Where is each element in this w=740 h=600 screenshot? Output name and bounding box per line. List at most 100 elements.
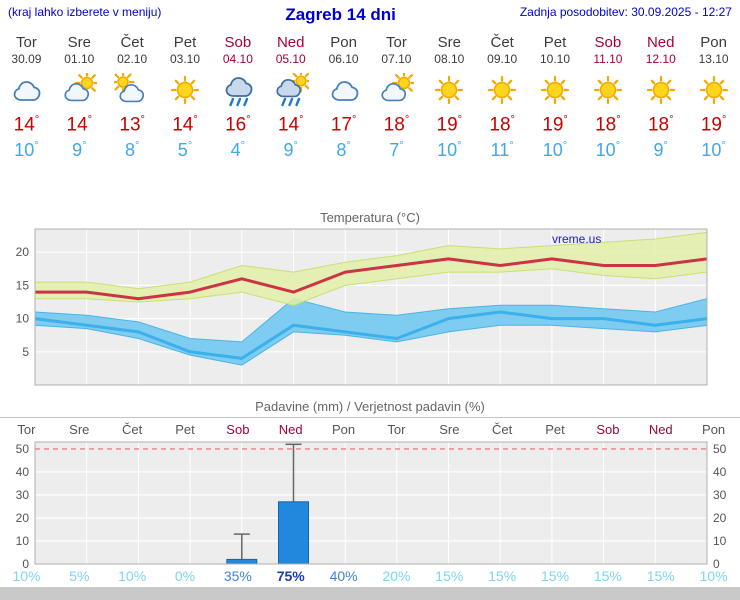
- axis-day-label: Pet: [175, 422, 195, 437]
- temp-min: 10°: [701, 140, 726, 161]
- temp-min: 5°: [177, 140, 193, 161]
- watermark-vreme-us: vreme.us: [552, 232, 601, 246]
- precipitation-probability: 5%: [69, 568, 90, 584]
- precipitation-probability: 15%: [646, 568, 675, 584]
- temp-min: 9°: [283, 140, 298, 161]
- day-date: 06.10: [328, 52, 359, 66]
- svg-text:10: 10: [16, 534, 30, 548]
- day-name: Pon: [330, 34, 357, 51]
- precipitation-probability: 15%: [488, 568, 517, 584]
- svg-text:30: 30: [16, 488, 30, 502]
- day-column[interactable]: Pet 10.10 19° 10°: [529, 28, 582, 168]
- day-column[interactable]: Sob 11.10 18° 10°: [581, 28, 634, 168]
- day-name: Tor: [16, 34, 37, 51]
- temp-max: 14°: [66, 114, 93, 136]
- svg-text:0: 0: [713, 557, 720, 570]
- day-column[interactable]: Sre 01.10 14° 9°: [53, 28, 106, 168]
- svg-text:10: 10: [713, 534, 727, 548]
- precipitation-probability: 10%: [12, 568, 41, 584]
- axis-day-label: Tor: [387, 422, 406, 437]
- rain-sun-icon: [264, 69, 317, 113]
- sunny-icon: [529, 73, 582, 113]
- sunny-icon: [423, 73, 476, 113]
- precipitation-probability: 20%: [382, 568, 411, 584]
- sunny-icon: [476, 73, 529, 113]
- day-column[interactable]: Sob 04.10 16° 4°: [211, 28, 264, 168]
- axis-day-label: Sob: [226, 422, 250, 437]
- sunny-icon: [687, 73, 740, 113]
- day-date: 30.09: [11, 52, 42, 66]
- day-name: Ned: [646, 34, 675, 51]
- svg-text:15: 15: [16, 278, 30, 292]
- partly-cloudy-icon: [53, 70, 106, 113]
- rain-icon: [211, 73, 264, 113]
- day-name: Čet: [120, 34, 144, 51]
- axis-day-label: Čet: [122, 422, 143, 437]
- day-date: 10.10: [540, 52, 571, 66]
- svg-text:5: 5: [22, 345, 29, 359]
- day-name: Čet: [490, 34, 514, 51]
- temp-min: 10°: [14, 140, 39, 161]
- svg-text:30: 30: [713, 488, 727, 502]
- svg-text:20: 20: [16, 245, 30, 259]
- day-column[interactable]: Sre 08.10 19° 10°: [423, 28, 476, 168]
- axis-day-label: Ned: [278, 422, 303, 437]
- header: (kraj lahko izberete v meniju) Zagreb 14…: [0, 0, 740, 26]
- precipitation-probability: 10%: [118, 568, 147, 584]
- axis-day-label: Čet: [492, 422, 513, 437]
- sunny-icon: [634, 73, 687, 113]
- forecast-day-strip: Tor 30.09 14° 10° Sre 01.10 14° 9° Čet 02.10 13° 8°…: [0, 28, 740, 168]
- day-date: 04.10: [222, 52, 253, 66]
- temp-max: 19°: [436, 114, 463, 136]
- temp-max: 18°: [595, 114, 621, 136]
- axis-day-label: Pon: [702, 422, 726, 437]
- axis-day-label: Pet: [545, 422, 565, 437]
- cloudy-icon: [0, 73, 53, 113]
- day-column[interactable]: Ned 05.10 14° 9°: [264, 28, 317, 168]
- precipitation-probability: 40%: [329, 568, 358, 584]
- svg-text:50: 50: [16, 442, 30, 456]
- day-date: 01.10: [64, 52, 95, 66]
- day-column[interactable]: Tor 07.10 18° 7°: [370, 28, 423, 168]
- temp-max: 17°: [330, 114, 357, 136]
- day-date: 09.10: [487, 52, 518, 66]
- sunny-icon: [159, 73, 212, 113]
- day-date: 05.10: [275, 52, 306, 66]
- temp-min: 10°: [595, 140, 621, 161]
- day-column[interactable]: Tor 30.09 14° 10°: [0, 28, 53, 168]
- temp-min: 8°: [124, 140, 140, 161]
- precipitation-probability: 75%: [276, 568, 305, 584]
- precipitation-chart: 0 0 10 10 20 20 30 30 40 40 50 50: [16, 441, 727, 570]
- temperature-chart-title: Temperatura (°C): [320, 210, 420, 225]
- footer-bar: [0, 587, 740, 600]
- svg-text:50: 50: [713, 442, 727, 456]
- day-date: 11.10: [593, 52, 623, 66]
- axis-day-label: Sre: [69, 422, 90, 437]
- day-column[interactable]: Čet 09.10 18° 11°: [476, 28, 529, 168]
- temp-max: 19°: [700, 114, 727, 136]
- day-date: 03.10: [169, 52, 201, 66]
- temp-max: 13°: [119, 114, 145, 136]
- temp-min: 10°: [542, 140, 568, 161]
- temp-max: 18°: [647, 114, 674, 136]
- day-date: 13.10: [698, 52, 729, 66]
- temp-min: 7°: [389, 140, 404, 161]
- temp-min: 10°: [437, 140, 462, 161]
- day-column[interactable]: Pet 03.10 14° 5°: [159, 28, 212, 168]
- precipitation-probability: 10%: [699, 568, 728, 584]
- day-column[interactable]: Ned 12.10 18° 9°: [634, 28, 687, 168]
- axis-day-label: Sre: [439, 422, 460, 437]
- precipitation-day-axis: Tor Sre Čet Pet Sob Ned Pon Tor Sre Čet Pet Sob Ned P…: [0, 417, 740, 438]
- day-name: Tor: [386, 34, 407, 51]
- partly-cloudy-icon: [370, 70, 423, 113]
- day-date: 07.10: [381, 52, 412, 66]
- day-column[interactable]: Čet 02.10 13° 8°: [106, 28, 159, 168]
- temp-max: 16°: [225, 114, 251, 136]
- precipitation-probability: 0%: [174, 568, 196, 584]
- axis-day-label: Pon: [332, 422, 356, 437]
- page-title: Zagreb 14 dni: [285, 5, 396, 24]
- day-column[interactable]: Pon 06.10 17° 8°: [317, 28, 370, 168]
- svg-text:40: 40: [16, 465, 30, 479]
- day-column[interactable]: Pon 13.10 19° 10°: [687, 28, 740, 168]
